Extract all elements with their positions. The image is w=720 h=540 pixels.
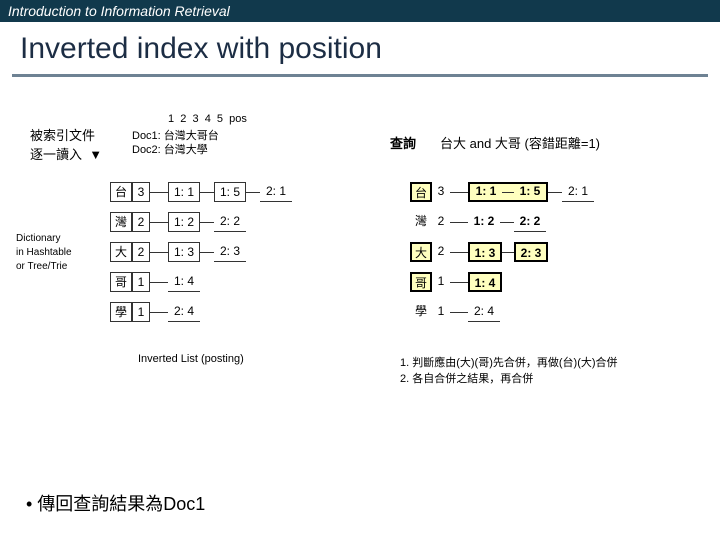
note-line: 2. 各自合併之結果，再合併: [400, 371, 618, 387]
posting: 1: 5: [514, 182, 546, 202]
connector: [450, 222, 468, 223]
pos-header: 1 2 3 4 5 pos: [168, 113, 247, 125]
posting: 1: 4: [468, 272, 502, 292]
dict-line: in Hashtable: [16, 246, 72, 260]
dict-token: 學: [110, 302, 132, 322]
dict-line: or Tree/Trie: [16, 260, 72, 274]
dict-caption: Dictionary in Hashtable or Tree/Trie: [16, 232, 72, 274]
connector: [450, 192, 468, 193]
dict-token: 大: [110, 242, 132, 262]
dict-token: 台: [110, 182, 132, 202]
posting: 2: 3: [214, 242, 246, 262]
content-area: 被索引文件 逐一讀入 ▼ Dictionary in Hashtable or …: [10, 87, 710, 467]
connector: [150, 192, 168, 193]
connector: [150, 312, 168, 313]
posting: 2: 2: [514, 212, 546, 232]
right-postings: 1: 1 1: 5 2: 1 1: 2 2: 2 1: 3 2: 3 1: 4 …: [468, 182, 594, 322]
posting: 2: 2: [214, 212, 246, 232]
left-caption: 被索引文件 逐一讀入 ▼: [30, 125, 102, 165]
caption-line: 被索引文件: [30, 125, 102, 144]
dict-count: 1: [432, 272, 450, 292]
dict-token: 大: [410, 242, 432, 262]
dict-token: 哥: [410, 272, 432, 292]
connector: [450, 282, 468, 283]
header-bar: Introduction to Information Retrieval: [0, 0, 720, 22]
posting: 1: 1: [470, 182, 502, 202]
dict-count: 2: [432, 242, 450, 262]
doc-line: Doc2: 台灣大學: [132, 141, 208, 157]
posting: 2: 4: [468, 302, 500, 322]
posting: 1: 5: [214, 182, 246, 202]
dict-token: 灣: [410, 212, 432, 232]
query-text: 台大 and 大哥 (容錯距離=1): [440, 133, 600, 152]
dict-token: 哥: [110, 272, 132, 292]
posting: 2: 1: [260, 182, 292, 202]
posting: 1: 1: [168, 182, 200, 202]
dict-token: 學: [410, 302, 432, 322]
note-line: 1. 判斷應由(大)(哥)先合併，再做(台)(大)合併: [400, 355, 618, 371]
page-title: Inverted index with position: [0, 22, 720, 66]
dict-count: 2: [432, 212, 450, 232]
dict-line: Dictionary: [16, 232, 72, 246]
posting: 1: 2: [468, 212, 500, 232]
posting: 2: 4: [168, 302, 200, 322]
dict-token: 台: [410, 182, 432, 202]
notes: 1. 判斷應由(大)(哥)先合併，再做(台)(大)合併 2. 各自合併之結果，再…: [400, 355, 618, 387]
dict-count: 2: [132, 212, 150, 232]
dict-token: 灣: [110, 212, 132, 232]
dict-count: 1: [132, 302, 150, 322]
connector: [150, 222, 168, 223]
connector: [150, 282, 168, 283]
posting: 1: 4: [168, 272, 200, 292]
dict-count: 3: [432, 182, 450, 202]
posting: 2: 1: [562, 182, 594, 202]
connector: [450, 312, 468, 313]
dict-count: 3: [132, 182, 150, 202]
posting: 1: 3: [468, 242, 502, 262]
dict-count: 2: [132, 242, 150, 262]
title-underline: [12, 74, 708, 77]
connector: [150, 252, 168, 253]
dict-count: 1: [432, 302, 450, 322]
posting: 2: 3: [514, 242, 548, 262]
left-postings: 1: 1 1: 5 2: 1 1: 2 2: 2 1: 3 2: 3 1: 4 …: [168, 182, 292, 322]
caption-line: 逐一讀入 ▼: [30, 144, 102, 165]
query-label: 查詢: [390, 133, 416, 152]
dict-count: 1: [132, 272, 150, 292]
invlist-caption: Inverted List (posting): [138, 353, 244, 365]
posting: 1: 3: [168, 242, 200, 262]
connector: [450, 252, 468, 253]
result-bullet: • 傳回查詢結果為Doc1: [26, 490, 205, 516]
posting: 1: 2: [168, 212, 200, 232]
left-dict-col: 台 3 灣 2 大 2 哥 1 學 1: [110, 182, 150, 322]
right-dict-col: 台 3 灣 2 大 2 哥 1 學 1: [410, 182, 450, 322]
